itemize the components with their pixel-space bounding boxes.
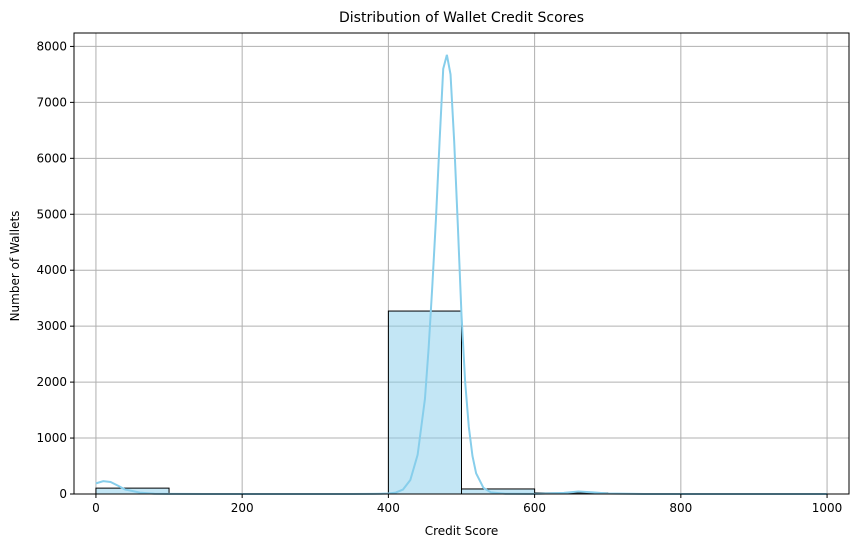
grid-lines xyxy=(74,33,849,495)
y-tick-label: 0 xyxy=(59,487,67,501)
y-tick-label: 8000 xyxy=(36,39,67,53)
y-tick-label: 3000 xyxy=(36,319,67,333)
x-tick-label: 1000 xyxy=(812,501,843,515)
x-tick-label: 0 xyxy=(92,501,100,515)
y-axis-title: Number of Wallets xyxy=(8,211,22,322)
x-axis-title: Credit Score xyxy=(425,524,499,538)
plot-frame xyxy=(73,32,850,495)
y-tick-label: 6000 xyxy=(36,151,67,165)
x-tick-label: 600 xyxy=(523,501,546,515)
histogram-bars xyxy=(95,310,609,495)
x-tick-label: 200 xyxy=(231,501,254,515)
y-tick-label: 5000 xyxy=(36,207,67,221)
y-tick-label: 2000 xyxy=(36,375,67,389)
x-tick-label: 800 xyxy=(669,501,692,515)
y-tick-label: 7000 xyxy=(36,95,67,109)
y-tick-label: 1000 xyxy=(36,431,67,445)
axis-ticks: 0 200 400 600 800 1000 0 1000 2000 3000 4000 5000 60… xyxy=(36,39,842,515)
x-tick-label: 400 xyxy=(377,501,400,515)
chart-title: Distribution of Wallet Credit Scores xyxy=(339,10,584,26)
y-tick-label: 4000 xyxy=(36,263,67,277)
